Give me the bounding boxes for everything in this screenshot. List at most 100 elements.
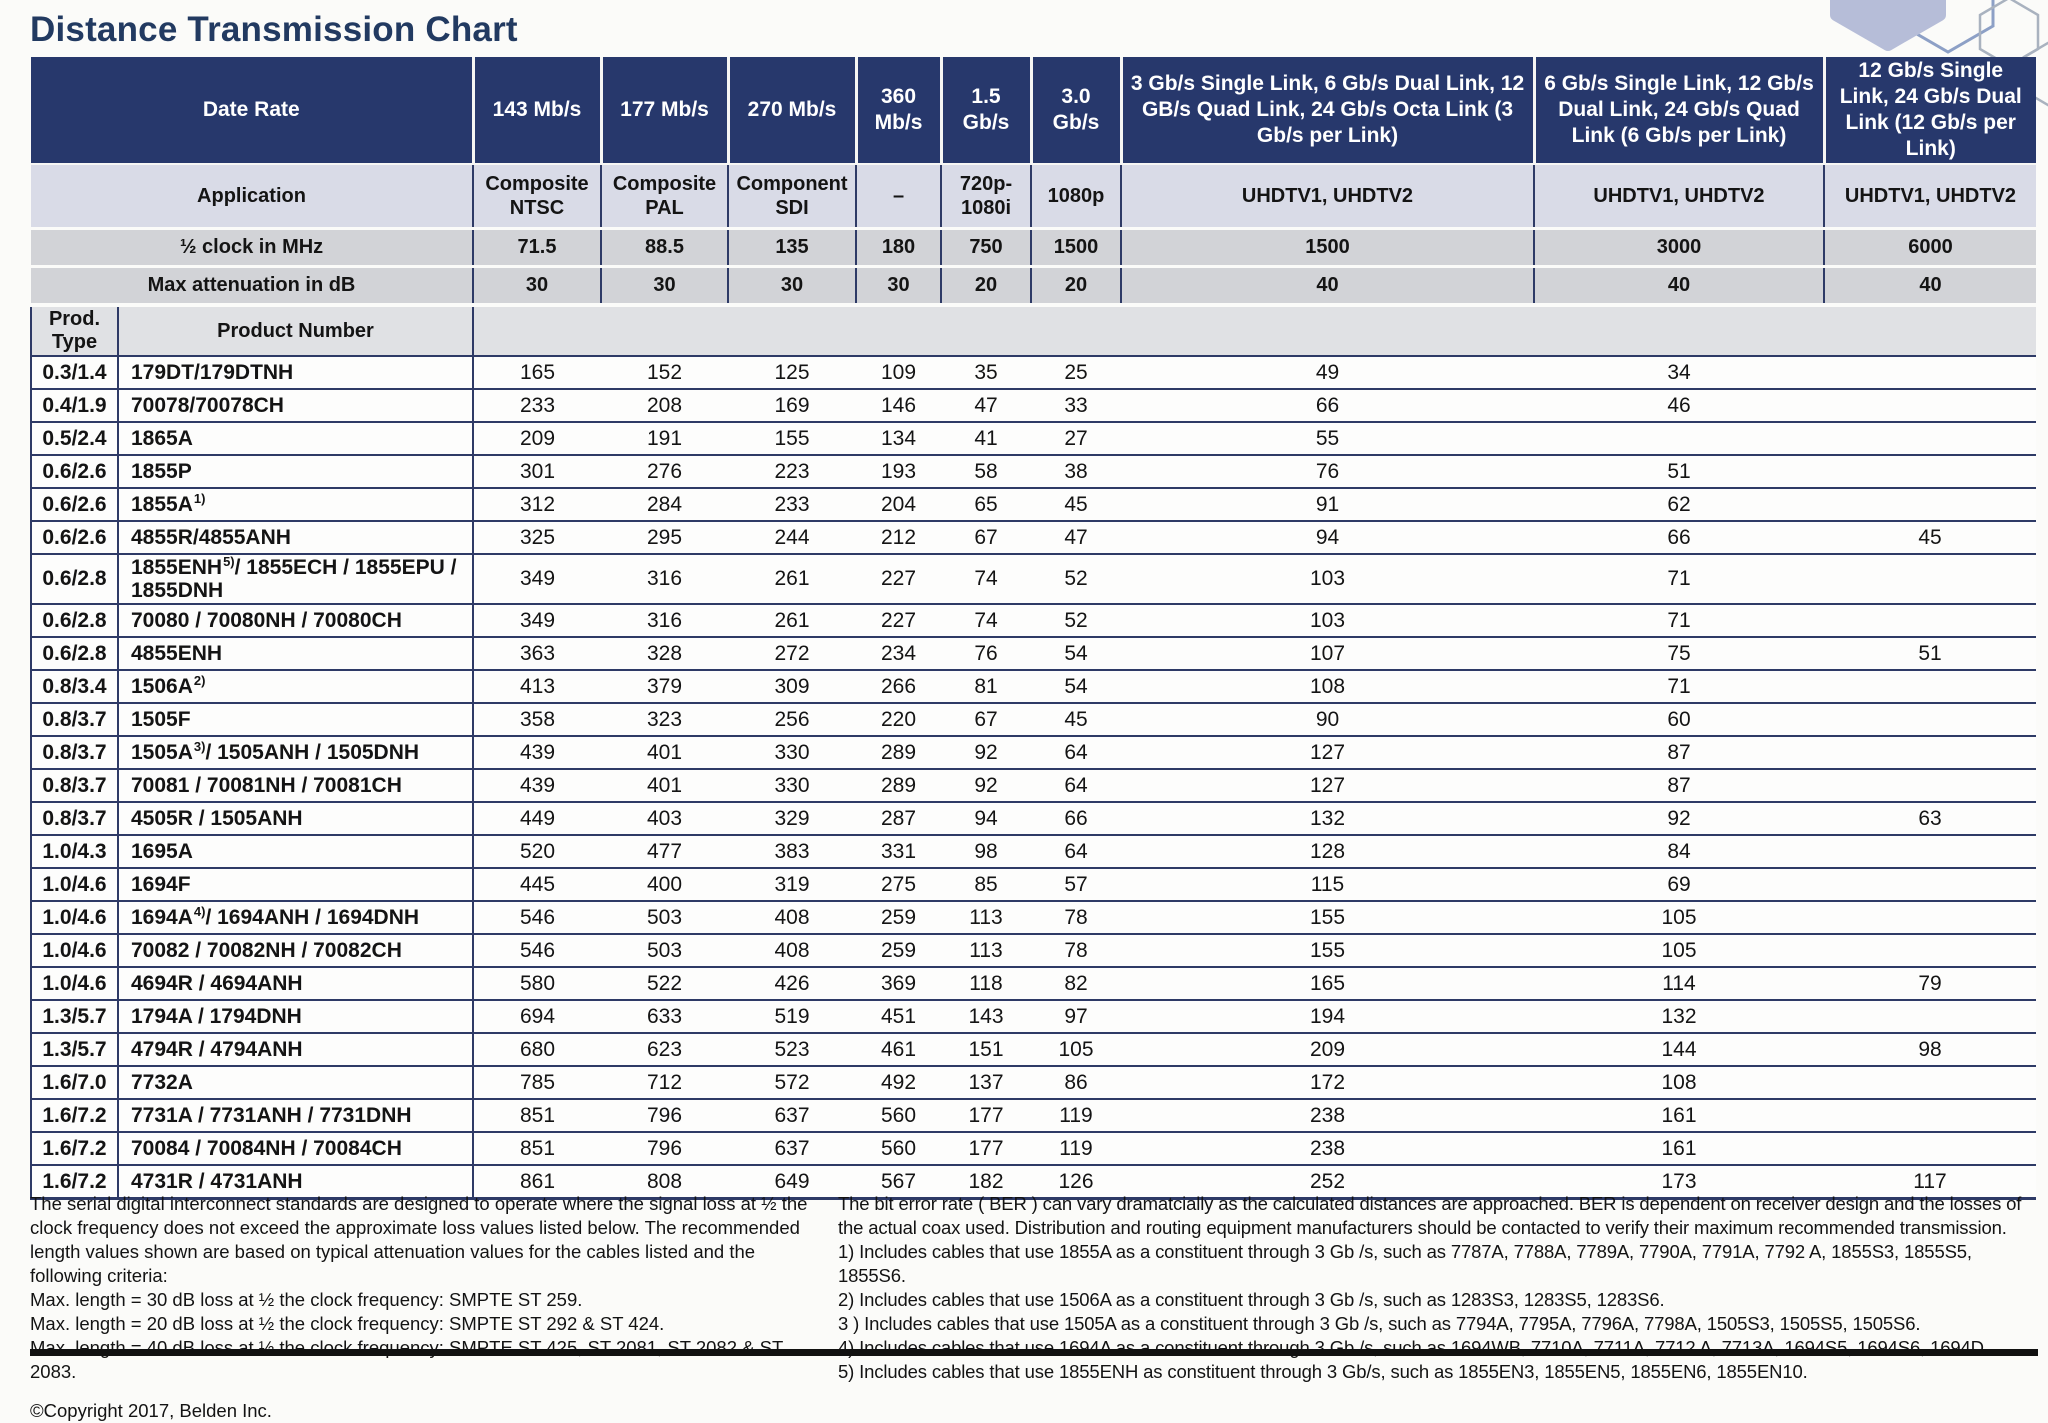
application-value: 720p- 1080i: [941, 164, 1032, 230]
distance-cell: 87: [1534, 736, 1824, 770]
distance-cell: 103: [1121, 554, 1534, 605]
header-row-date-rate: Date Rate 143 Mb/s 177 Mb/s 270 Mb/s 360…: [31, 57, 2036, 165]
distance-cell: 403: [601, 802, 728, 836]
product-number-cell: 179DT/179DTNH: [118, 356, 474, 390]
distance-cell: 115: [1121, 868, 1534, 902]
distance-cell: 477: [601, 835, 728, 869]
prod-type-cell: 1.6/7.2: [30, 1099, 119, 1133]
prod-type-cell: 1.6/7.2: [30, 1132, 119, 1166]
distance-cell: 66: [1031, 802, 1121, 836]
distance-cell: 503: [601, 901, 728, 935]
max-attenuation-label: Max attenuation in dB: [31, 266, 474, 307]
distance-cell: 363: [473, 637, 601, 671]
product-number-cell: 1505F: [118, 703, 474, 737]
application-value: Composite NTSC: [473, 164, 602, 230]
table-row: 1.3/5.7 1794A / 1794DNH 694 633 519 451 …: [30, 1000, 2036, 1034]
copyright-notice: ©Copyright 2017, Belden Inc.: [30, 1400, 272, 1421]
half-clock-value: 180: [856, 228, 942, 268]
distance-cell: 369: [856, 967, 941, 1001]
distance-cell: 349: [473, 554, 601, 605]
distance-cell: 633: [601, 1000, 728, 1034]
distance-cell: 126: [1031, 1165, 1121, 1200]
distance-cell: 78: [1031, 934, 1121, 968]
distance-cell: 209: [473, 422, 601, 456]
rate-col-header-3g-multi: 3 Gb/s Single Link, 6 Gb/s Dual Link, 12…: [1121, 57, 1536, 165]
distance-cell: 451: [856, 1000, 941, 1034]
table-row: 1.6/7.0 7732A 785 712 572 492 137 86 172…: [30, 1066, 2036, 1100]
distance-cell: 105: [1534, 934, 1824, 968]
distance-cell: 74: [941, 604, 1031, 638]
footnote-intro-right: The bit error rate ( BER ) can vary dram…: [838, 1193, 2022, 1238]
product-number-cell: 1506A2): [118, 670, 474, 704]
product-number-cell: 70078/70078CH: [118, 389, 474, 423]
distance-cell: 193: [856, 455, 941, 489]
footnote-marker: 3): [193, 739, 206, 754]
distance-cell: 295: [601, 521, 728, 555]
distance-cell: 105: [1534, 901, 1824, 935]
half-clock-label: ½ clock in MHz: [31, 228, 474, 268]
distance-cell: 38: [1031, 455, 1121, 489]
distance-cell: 125: [728, 356, 856, 390]
product-number-cell: 4731R / 4731ANH: [118, 1165, 474, 1200]
footnote-note: 3 ) Includes cables that use 1505A as a …: [838, 1313, 1921, 1334]
footnote-left-column: The serial digital interconnect standard…: [30, 1192, 808, 1423]
distance-cell: 560: [856, 1099, 941, 1133]
distance-cell: 114: [1534, 967, 1824, 1001]
distance-cell: 35: [941, 356, 1031, 390]
distance-cell: 82: [1031, 967, 1121, 1001]
distance-cell: 309: [728, 670, 856, 704]
distance-cell: 272: [728, 637, 856, 671]
distance-cell: 851: [473, 1132, 601, 1166]
table-row: 1.6/7.2 70084 / 70084NH / 70084CH 851 79…: [30, 1132, 2036, 1166]
distance-cell: 71: [1534, 554, 1824, 605]
application-value: Component SDI: [728, 164, 857, 230]
product-number-cell: 70080 / 70080NH / 70080CH: [118, 604, 474, 638]
application-value: –: [856, 164, 942, 230]
distance-cell: 109: [856, 356, 941, 390]
footnote-criterion: Max. length = 40 dB loss at ½ the clock …: [30, 1337, 783, 1382]
rate-col-header-1-5g: 1.5 Gb/s: [941, 57, 1033, 165]
table-row: 1.6/7.2 7731A / 7731ANH / 7731DNH 851 79…: [30, 1099, 2036, 1133]
prod-type-cell: 0.8/3.7: [30, 703, 119, 737]
distance-cell: 152: [601, 356, 728, 390]
rate-col-header-177: 177 Mb/s: [601, 57, 730, 165]
distance-cell: 546: [473, 901, 601, 935]
product-number-cell: 4855R/4855ANH: [118, 521, 474, 555]
rate-col-header-3-0g: 3.0 Gb/s: [1031, 57, 1123, 165]
distance-cell: 127: [1121, 769, 1534, 803]
product-number-cell: 70081 / 70081NH / 70081CH: [118, 769, 474, 803]
footnote-note: 2) Includes cables that use 1506A as a c…: [838, 1289, 1665, 1310]
distance-cell: 132: [1121, 802, 1534, 836]
table-row: 0.4/1.9 70078/70078CH 233 208 169 146 47…: [30, 389, 2036, 423]
distance-cell: 60: [1534, 703, 1824, 737]
table-row: 0.8/3.7 70081 / 70081NH / 70081CH 439 40…: [30, 769, 2036, 803]
table-row: 0.8/3.7 4505R / 1505ANH 449 403 329 287 …: [30, 802, 2036, 836]
table-row: 1.0/4.6 1694F 445 400 319 275 85 57 115 …: [30, 868, 2036, 902]
distance-cell: 55: [1121, 422, 1534, 456]
prod-type-cell: 0.6/2.6: [30, 521, 119, 555]
prod-type-cell: 1.0/4.6: [30, 967, 119, 1001]
distance-cell: 78: [1031, 901, 1121, 935]
distance-cell: 51: [1534, 455, 1824, 489]
distance-cell: 328: [601, 637, 728, 671]
half-clock-value: 135: [728, 228, 857, 268]
distance-cell: 408: [728, 934, 856, 968]
distance-cell: 796: [601, 1099, 728, 1133]
product-number-cell: 1694A4)/ 1694ANH / 1694DNH: [118, 901, 474, 935]
distance-cell: 128: [1121, 835, 1534, 869]
distance-cell: 796: [601, 1132, 728, 1166]
prod-type-cell: 1.0/4.3: [30, 835, 119, 869]
distance-cell: 623: [601, 1033, 728, 1067]
distance-cell: 289: [856, 769, 941, 803]
prod-type-cell: 0.6/2.8: [30, 554, 119, 605]
distance-cell: 64: [1031, 835, 1121, 869]
distance-cell: 259: [856, 901, 941, 935]
distance-cell: 256: [728, 703, 856, 737]
product-number-cell: 1865A: [118, 422, 474, 456]
half-clock-value: 3000: [1534, 228, 1825, 268]
prod-type-cell: 1.3/5.7: [30, 1033, 119, 1067]
footnote-marker: 2): [193, 673, 206, 688]
footnote-note: 4) Includes cables that use 1694A as a c…: [838, 1337, 1989, 1358]
distance-cell: 54: [1031, 670, 1121, 704]
product-number-cell: 70084 / 70084NH / 70084CH: [118, 1132, 474, 1166]
